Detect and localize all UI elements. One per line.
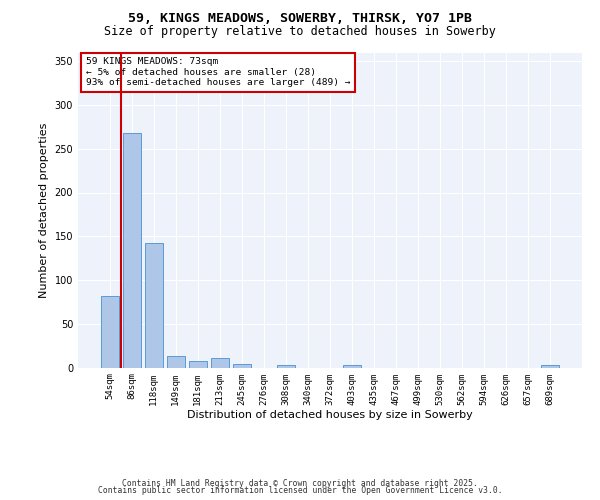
Bar <box>189 362 206 368</box>
Text: 59 KINGS MEADOWS: 73sqm
← 5% of detached houses are smaller (28)
93% of semi-det: 59 KINGS MEADOWS: 73sqm ← 5% of detached… <box>86 57 350 87</box>
Bar <box>211 358 229 368</box>
Text: Contains HM Land Registry data © Crown copyright and database right 2025.: Contains HM Land Registry data © Crown c… <box>122 478 478 488</box>
Bar <box>167 356 185 368</box>
Y-axis label: Number of detached properties: Number of detached properties <box>39 122 49 298</box>
Text: Contains public sector information licensed under the Open Government Licence v3: Contains public sector information licen… <box>98 486 502 495</box>
Bar <box>233 364 251 368</box>
Bar <box>277 365 295 368</box>
Bar <box>541 365 559 368</box>
Bar <box>343 365 361 368</box>
X-axis label: Distribution of detached houses by size in Sowerby: Distribution of detached houses by size … <box>187 410 473 420</box>
Bar <box>101 296 119 368</box>
Bar <box>123 133 140 368</box>
Text: Size of property relative to detached houses in Sowerby: Size of property relative to detached ho… <box>104 25 496 38</box>
Text: 59, KINGS MEADOWS, SOWERBY, THIRSK, YO7 1PB: 59, KINGS MEADOWS, SOWERBY, THIRSK, YO7 … <box>128 12 472 26</box>
Bar <box>145 244 163 368</box>
